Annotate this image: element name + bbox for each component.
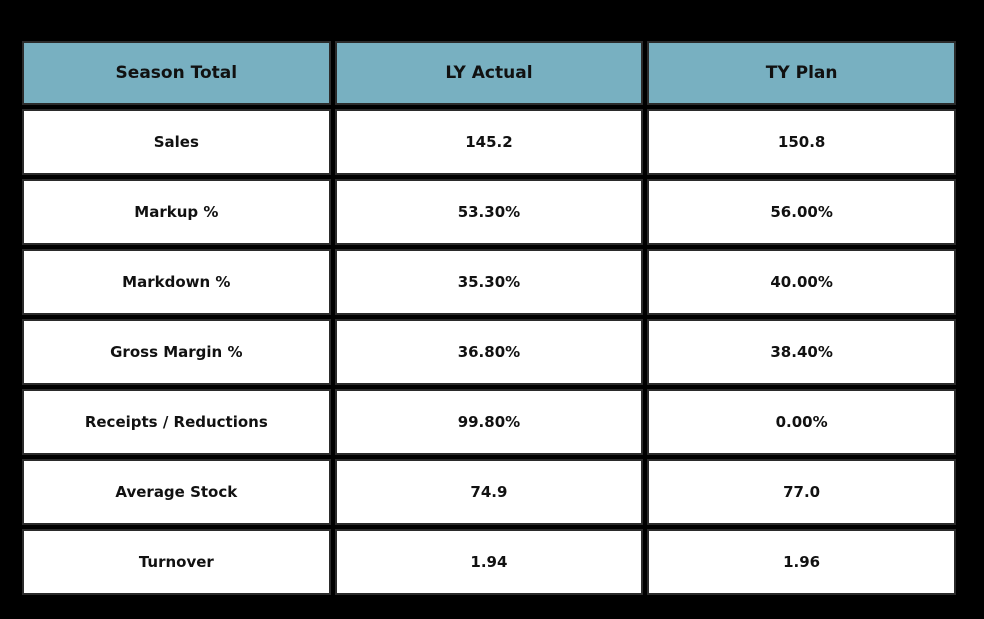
- column-header: TY Plan: [647, 41, 956, 105]
- row-label-cell: Markdown %: [22, 249, 331, 315]
- table-row: Sales 145.2 150.8: [22, 109, 956, 175]
- column-header: LY Actual: [334, 41, 644, 105]
- value-cell: 53.30%: [334, 179, 644, 245]
- row-label-cell: Turnover: [22, 529, 331, 595]
- table-row: Markdown % 35.30% 40.00%: [22, 249, 956, 315]
- value-cell: 38.40%: [647, 319, 956, 385]
- row-label-cell: Receipts / Reductions: [22, 389, 331, 455]
- value-cell: 145.2: [334, 109, 644, 175]
- value-cell: 40.00%: [647, 249, 956, 315]
- table-header: Season Total LY Actual TY Plan: [22, 41, 956, 105]
- row-label-cell: Sales: [22, 109, 331, 175]
- table-row: Receipts / Reductions 99.80% 0.00%: [22, 389, 956, 455]
- table-row: Markup % 53.30% 56.00%: [22, 179, 956, 245]
- value-cell: 1.94: [334, 529, 644, 595]
- value-cell: 150.8: [647, 109, 956, 175]
- value-cell: 77.0: [647, 459, 956, 525]
- column-header: Season Total: [22, 41, 331, 105]
- season-table-wrapper: Season Total LY Actual TY Plan Sales 145.2 1…: [20, 39, 962, 597]
- table-body: Sales 145.2 150.8 Markup % 53.30% 56.00% Markd…: [22, 109, 956, 595]
- table-row: Turnover 1.94 1.96: [22, 529, 956, 595]
- row-label-cell: Gross Margin %: [22, 319, 331, 385]
- value-cell: 0.00%: [647, 389, 956, 455]
- value-cell: 1.96: [647, 529, 956, 595]
- value-cell: 99.80%: [334, 389, 644, 455]
- table-row: Average Stock 74.9 77.0: [22, 459, 956, 525]
- row-label-cell: Average Stock: [22, 459, 331, 525]
- value-cell: 56.00%: [647, 179, 956, 245]
- row-label-cell: Markup %: [22, 179, 331, 245]
- season-table: Season Total LY Actual TY Plan Sales 145.2 1…: [18, 37, 960, 599]
- value-cell: 35.30%: [334, 249, 644, 315]
- value-cell: 36.80%: [334, 319, 644, 385]
- value-cell: 74.9: [334, 459, 644, 525]
- table-row: Gross Margin % 36.80% 38.40%: [22, 319, 956, 385]
- header-row: Season Total LY Actual TY Plan: [22, 41, 956, 105]
